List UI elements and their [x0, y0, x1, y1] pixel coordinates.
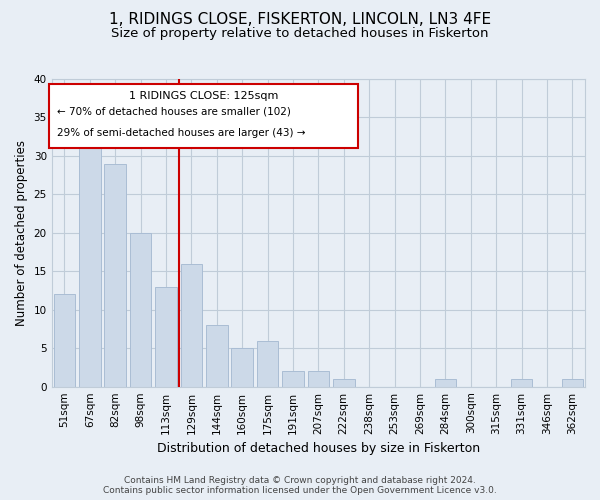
Bar [308, 372, 329, 386]
Bar [282, 372, 304, 386]
X-axis label: Distribution of detached houses by size in Fiskerton: Distribution of detached houses by size … [157, 442, 480, 455]
Bar [434, 379, 456, 386]
Y-axis label: Number of detached properties: Number of detached properties [15, 140, 28, 326]
Bar [104, 164, 126, 386]
Text: 1, RIDINGS CLOSE, FISKERTON, LINCOLN, LN3 4FE: 1, RIDINGS CLOSE, FISKERTON, LINCOLN, LN… [109, 12, 491, 28]
Text: Size of property relative to detached houses in Fiskerton: Size of property relative to detached ho… [111, 28, 489, 40]
Text: Contains HM Land Registry data © Crown copyright and database right 2024.
Contai: Contains HM Land Registry data © Crown c… [103, 476, 497, 495]
Text: 29% of semi-detached houses are larger (43) →: 29% of semi-detached houses are larger (… [57, 128, 305, 138]
Bar [206, 325, 227, 386]
Bar [232, 348, 253, 387]
Bar [79, 148, 101, 386]
Bar [257, 340, 278, 386]
Text: 1 RIDINGS CLOSE: 125sqm: 1 RIDINGS CLOSE: 125sqm [129, 92, 278, 102]
Text: ← 70% of detached houses are smaller (102): ← 70% of detached houses are smaller (10… [57, 106, 291, 117]
Bar [333, 379, 355, 386]
Bar [511, 379, 532, 386]
Bar [562, 379, 583, 386]
Bar [53, 294, 75, 386]
FancyBboxPatch shape [49, 84, 358, 148]
Bar [155, 286, 177, 386]
Bar [181, 264, 202, 386]
Bar [130, 233, 151, 386]
